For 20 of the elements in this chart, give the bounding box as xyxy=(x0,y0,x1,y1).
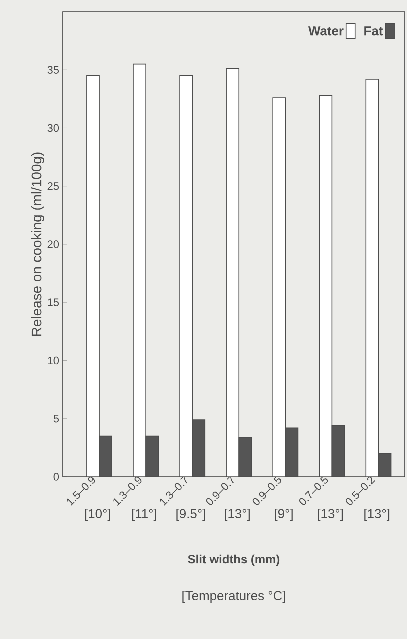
text: [9.5°] xyxy=(176,508,206,522)
text: [10°] xyxy=(85,508,110,522)
text: [11°] xyxy=(132,508,156,522)
y-tick-label: 30 xyxy=(48,124,60,132)
y-tick-label: 10 xyxy=(48,356,60,365)
text: [13°] xyxy=(318,508,344,522)
y-tick-label: 0 xyxy=(54,473,60,481)
x-axis-title: Slit widths (mm) xyxy=(188,554,280,566)
y-tick-label: 15 xyxy=(48,298,60,306)
text: [9°] xyxy=(275,508,293,522)
text: [13°] xyxy=(364,508,390,522)
legend-label: Fat xyxy=(364,26,384,36)
y-tick-label: 20 xyxy=(48,240,60,248)
y-tick-label: 35 xyxy=(48,66,60,74)
text: [13°] xyxy=(225,508,250,522)
legend-label: Water xyxy=(308,26,344,36)
y-axis-title: Release on cooking (ml/100g) xyxy=(31,152,44,336)
y-tick-label: 5 xyxy=(54,415,60,423)
text: [Temperatures °C] xyxy=(182,590,286,604)
y-tick-label: 25 xyxy=(48,182,60,190)
